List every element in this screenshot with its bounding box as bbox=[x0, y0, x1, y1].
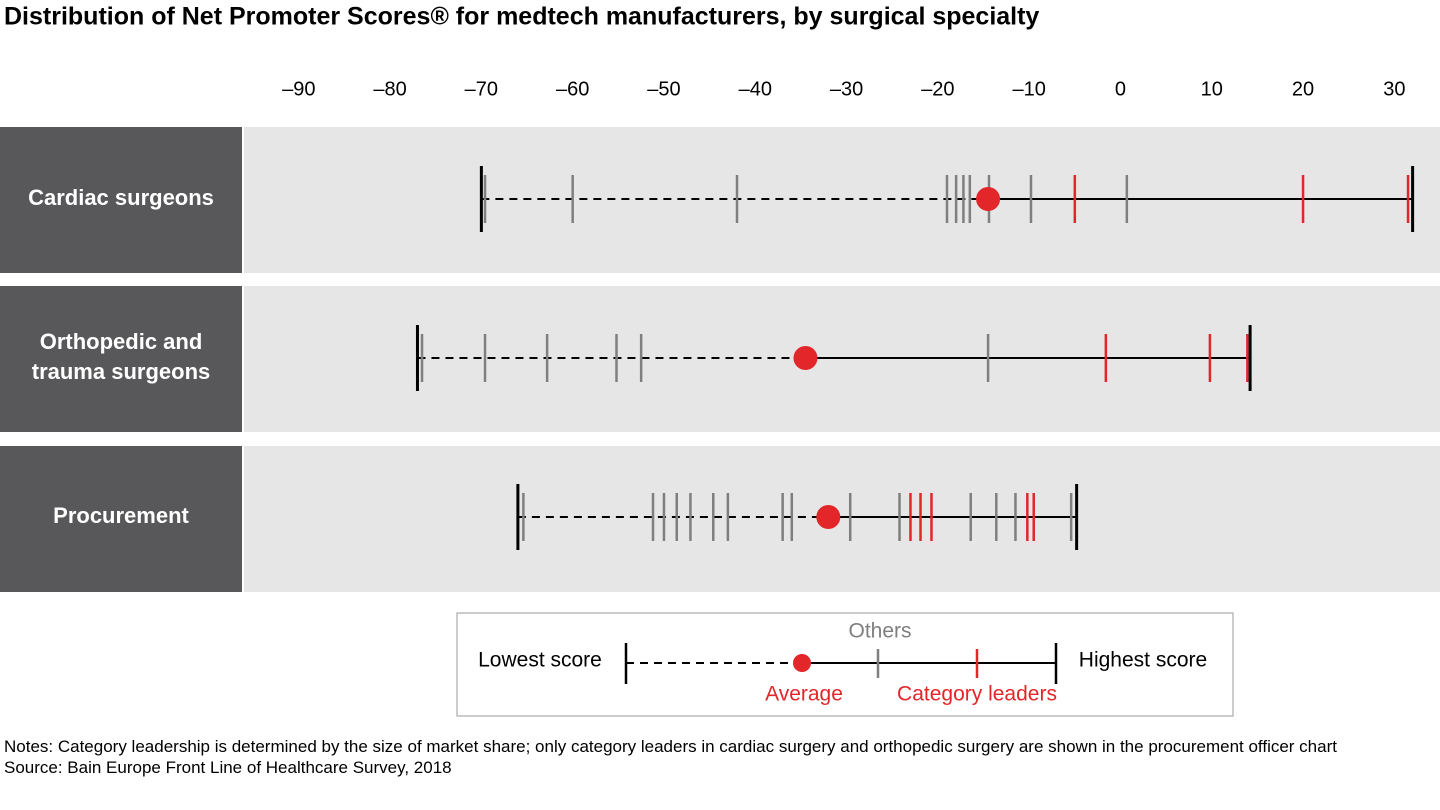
x-tick-label: –60 bbox=[556, 78, 589, 100]
average-dot bbox=[976, 187, 1001, 211]
average-dot bbox=[793, 346, 818, 370]
x-tick-label: –30 bbox=[830, 78, 863, 100]
legend-dot bbox=[793, 654, 811, 672]
chart-title: Distribution of Net Promoter Scores® for… bbox=[4, 3, 1039, 31]
row-label-box bbox=[0, 127, 242, 273]
x-tick-label: –40 bbox=[739, 78, 772, 100]
x-tick-label: –20 bbox=[921, 78, 954, 100]
row-label: Procurement bbox=[53, 503, 189, 528]
legend-label: Average bbox=[765, 683, 843, 706]
x-tick-label: 30 bbox=[1383, 78, 1405, 100]
row-label: Orthopedic and trauma surgeons bbox=[32, 329, 211, 384]
legend-label: Others bbox=[848, 620, 911, 643]
source: Source: Bain Europe Front Line of Health… bbox=[4, 758, 452, 777]
legend-label: Category leaders bbox=[897, 683, 1057, 706]
x-tick-label: –10 bbox=[1012, 78, 1045, 100]
row-label: Cardiac surgeons bbox=[28, 185, 214, 210]
x-tick-label: –80 bbox=[373, 78, 406, 100]
chart: Distribution of Net Promoter Scores® for… bbox=[0, 3, 1440, 717]
x-tick-label: –70 bbox=[465, 78, 498, 100]
x-tick-label: 10 bbox=[1201, 78, 1223, 100]
legend-label: Highest score bbox=[1079, 649, 1207, 672]
row-label-box bbox=[0, 286, 242, 432]
row-label-box bbox=[0, 446, 242, 592]
row-band bbox=[244, 446, 1440, 592]
legend-label: Lowest score bbox=[478, 649, 602, 672]
x-tick-label: –50 bbox=[647, 78, 680, 100]
notes-block: Notes: Category leadership is determined… bbox=[4, 736, 1404, 778]
x-tick-label: 0 bbox=[1115, 78, 1126, 100]
notes: Notes: Category leadership is determined… bbox=[4, 737, 1337, 756]
x-tick-label: –90 bbox=[282, 78, 315, 100]
x-tick-label: 20 bbox=[1292, 78, 1314, 100]
average-dot bbox=[816, 505, 841, 529]
legend-box bbox=[456, 612, 1234, 717]
